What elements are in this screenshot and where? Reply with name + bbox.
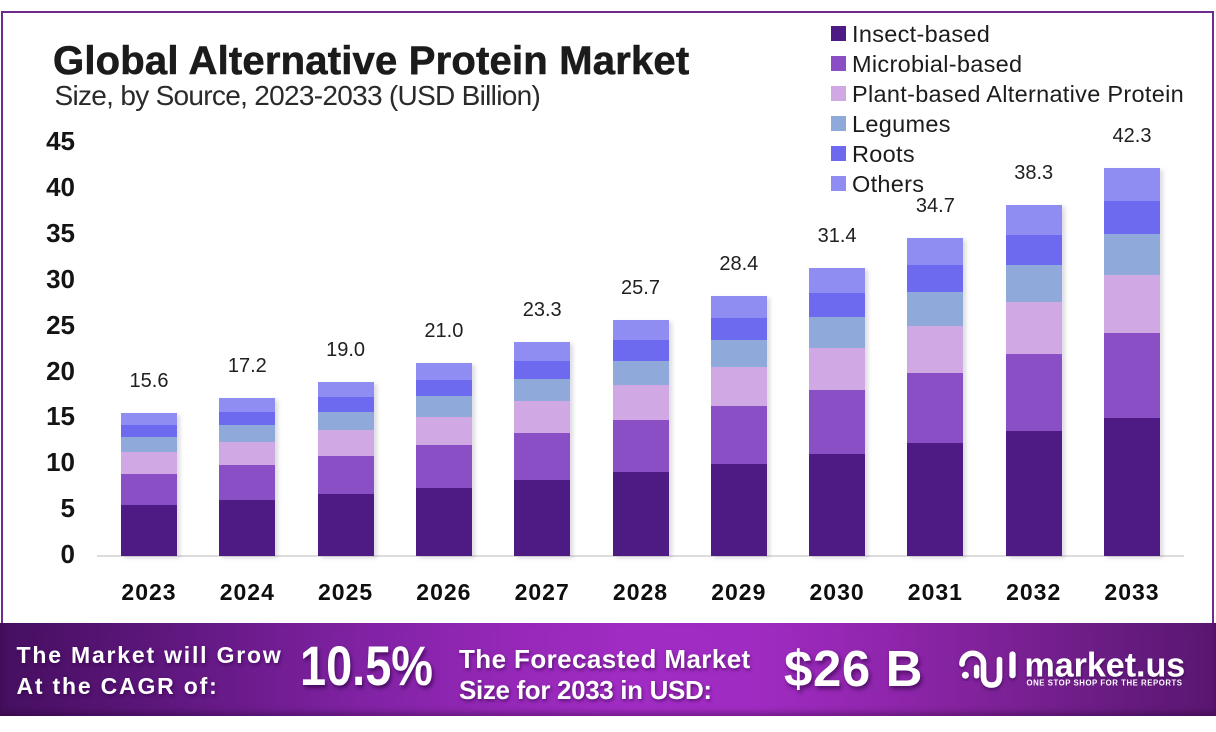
- svg-text:ONE STOP SHOP FOR THE REPORTS: ONE STOP SHOP FOR THE REPORTS: [1027, 679, 1183, 688]
- svg-text:market.us: market.us: [1025, 647, 1186, 685]
